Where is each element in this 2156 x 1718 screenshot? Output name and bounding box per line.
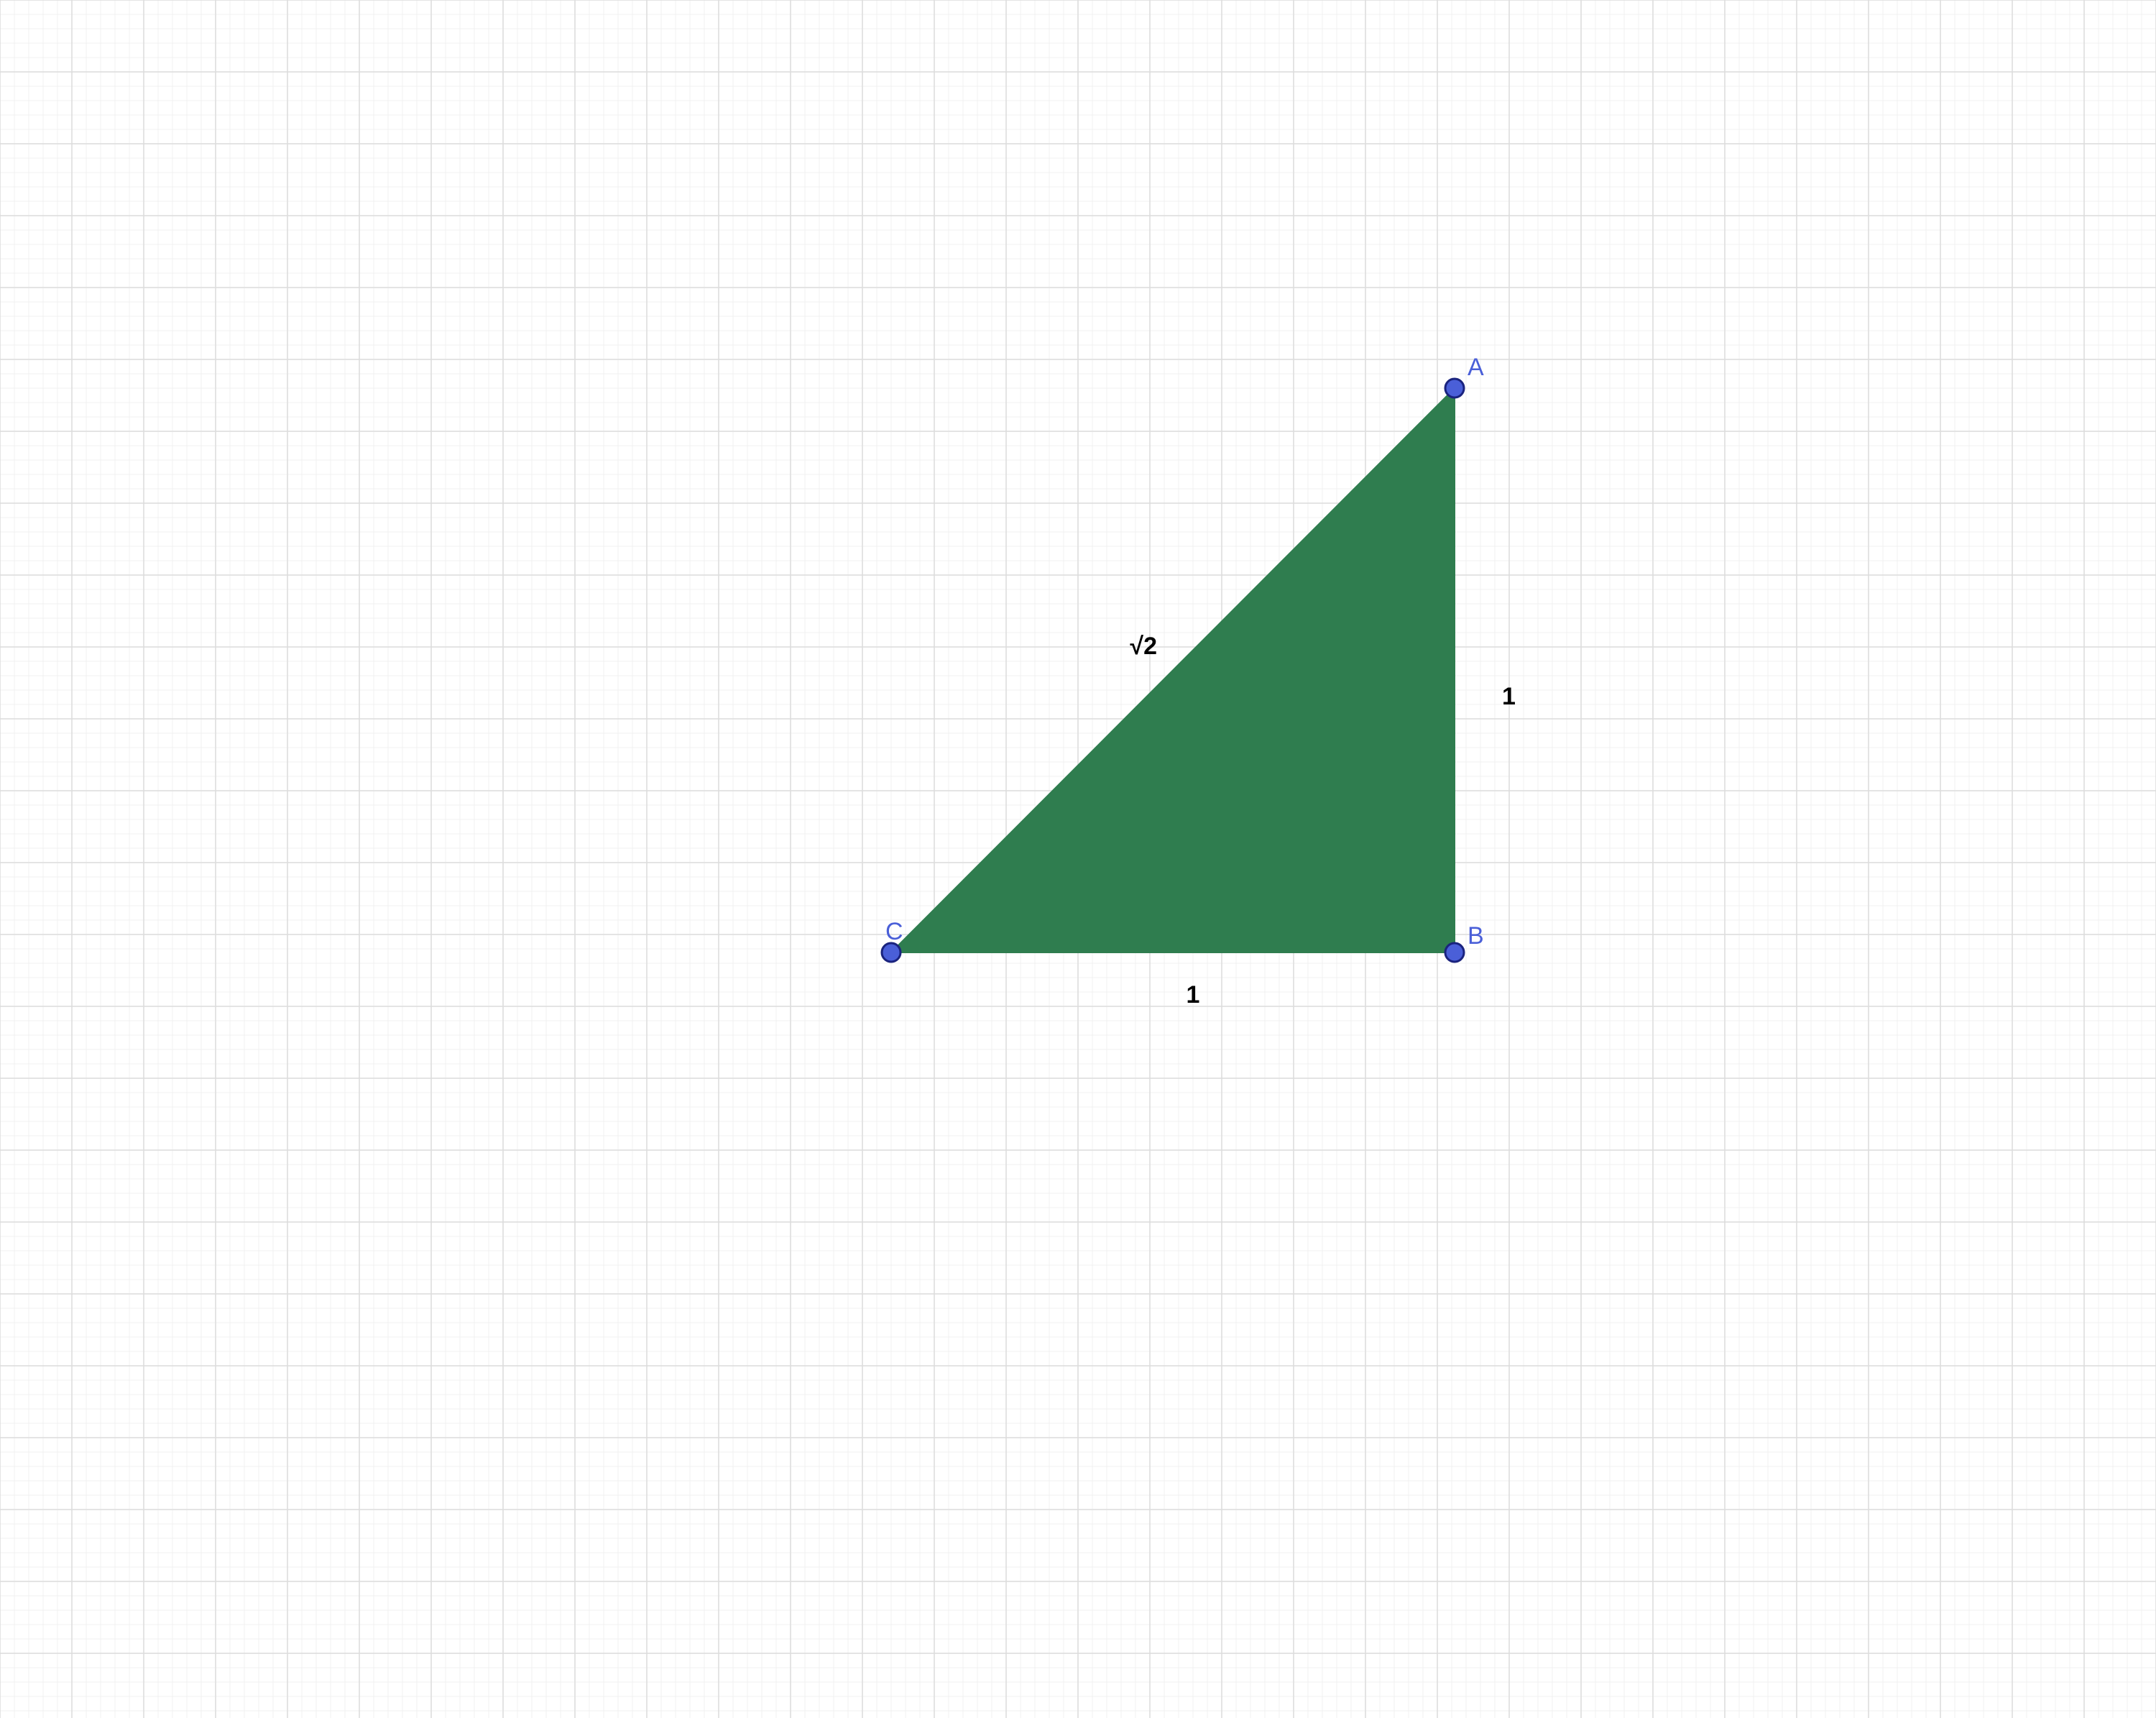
edge-label: √2 (1130, 633, 1157, 660)
point-c[interactable] (882, 943, 900, 962)
point-label-c: C (885, 918, 903, 945)
point-label-b: B (1468, 922, 1484, 950)
edge-label: 1 (1502, 683, 1516, 710)
point-label-a: A (1468, 354, 1484, 381)
edge-label: 1 (1187, 981, 1200, 1009)
point-a[interactable] (1445, 379, 1464, 398)
geometry-canvas[interactable]: √2 1 1 A B C (0, 0, 2156, 1718)
point-b[interactable] (1445, 943, 1464, 962)
